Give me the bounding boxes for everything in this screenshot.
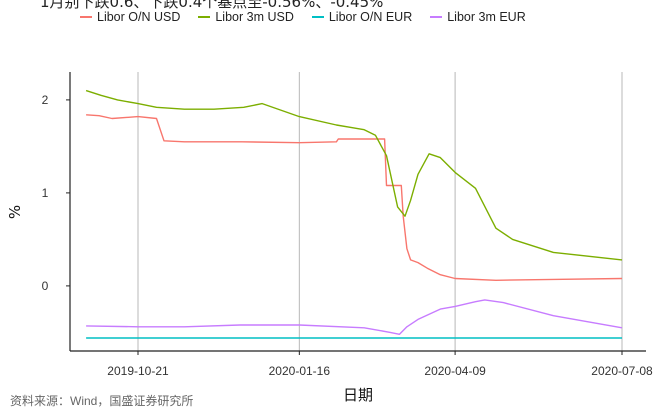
chart-series (85, 89, 623, 339)
y-axis-title: % (6, 205, 24, 219)
series-line-3 (86, 299, 623, 335)
legend-item-libor-3m-usd: Libor 3m USD (198, 10, 294, 24)
legend-swatch-libor-on-usd (80, 16, 92, 18)
legend-item-libor-on-usd: Libor O/N USD (80, 10, 180, 24)
x-tick-label: 2020-01-16 (269, 364, 331, 378)
legend-label-libor-3m-usd: Libor 3m USD (215, 10, 294, 24)
legend-item-libor-on-eur: Libor O/N EUR (311, 10, 413, 24)
x-tick-label: 2020-04-09 (424, 364, 486, 378)
x-tick-label: 2019-10-21 (107, 364, 169, 378)
legend-label-libor-on-usd: Libor O/N USD (97, 10, 181, 24)
chart-caption-top: 1月别下跌0.6、下跌0.4个基点至-0.56%、-0.45% (40, 0, 384, 11)
series-line-0 (86, 114, 623, 281)
chart-axes (69, 72, 646, 352)
legend-swatch-libor-3m-eur (430, 16, 443, 18)
x-axis-title: 日期 (343, 386, 373, 404)
y-tick-label: 2 (42, 93, 49, 107)
chart-ticks: 2019-10-21 2020-01-16 2020-04-09 2020-07-08… (42, 93, 653, 378)
y-tick-label: 0 (42, 279, 49, 293)
chart-legend: Libor O/N USD Libor 3m USD Libor O/N EUR… (80, 10, 526, 24)
legend-swatch-libor-3m-usd (198, 16, 211, 18)
legend-label-libor-3m-eur: Libor 3m EUR (447, 10, 526, 24)
series-line-1 (85, 89, 623, 261)
x-tick-label: 2020-07-08 (591, 364, 653, 378)
chart-caption-bottom: 资料来源：Wind，国盛证券研究所 (10, 394, 194, 408)
legend-item-libor-3m-eur: Libor 3m EUR (430, 10, 526, 24)
legend-swatch-libor-on-eur (311, 16, 324, 18)
y-tick-label: 1 (42, 186, 49, 200)
chart-grid (137, 72, 623, 351)
legend-label-libor-on-eur: Libor O/N EUR (328, 10, 413, 24)
